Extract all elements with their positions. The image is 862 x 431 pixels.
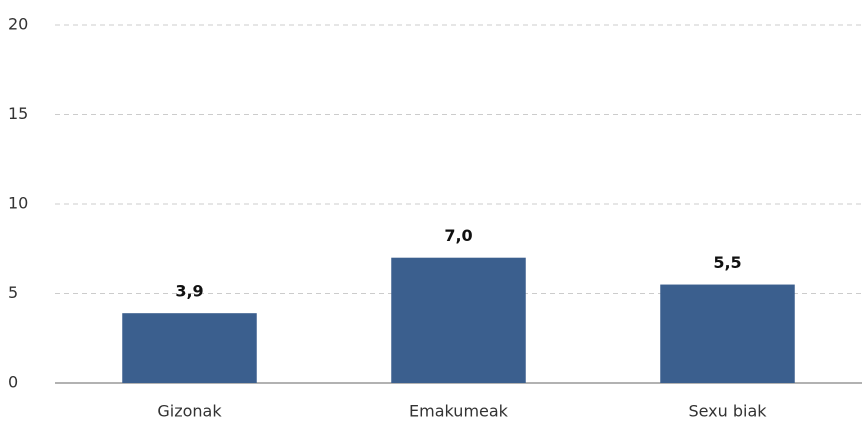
bar [660,284,795,383]
bar [391,257,526,383]
y-tick-label: 0 [8,373,18,392]
x-tick-label: Emakumeak [409,402,509,421]
value-label: 7,0 [444,226,472,245]
y-tick-label: 15 [8,104,28,123]
x-tick-label: Gizonak [157,402,222,421]
value-label: 5,5 [713,253,741,272]
y-tick-label: 20 [8,15,28,34]
value-label: 3,9 [175,282,203,301]
y-tick-label: 10 [8,194,28,213]
y-tick-label: 5 [8,283,18,302]
bar [122,313,257,383]
x-tick-label: Sexu biak [688,402,767,421]
